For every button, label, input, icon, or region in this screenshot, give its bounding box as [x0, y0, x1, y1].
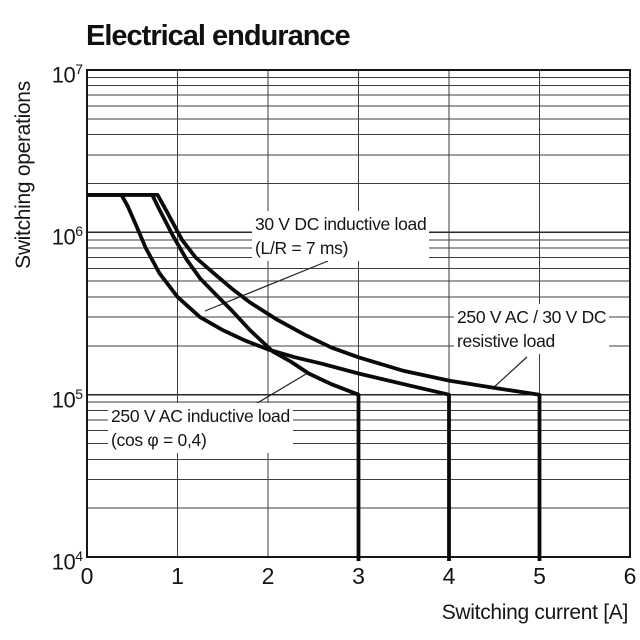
x-tick-2: 2 — [261, 563, 275, 589]
chart-title: Electrical endurance — [86, 20, 351, 52]
x-tick-5: 5 — [533, 563, 546, 589]
y-tick-1e4: 104 — [52, 543, 83, 575]
y-tick-base: 10 — [51, 224, 76, 250]
annotation-ac-inductive-load: 250 V AC inductive load (cos φ = 0,4) — [108, 403, 293, 453]
y-tick-base: 10 — [51, 62, 76, 88]
y-axis-label: Switching operations — [12, 81, 35, 269]
y-tick-1e7: 107 — [52, 56, 83, 88]
x-tick-4: 4 — [442, 563, 456, 589]
annotation-dc-inductive-load: 30 V DC inductive load (L/R = 7 ms) — [252, 211, 430, 261]
annotation-line: 250 V AC inductive load — [111, 406, 290, 426]
y-tick-exponent: 6 — [75, 223, 83, 240]
x-tick-1: 1 — [171, 563, 184, 589]
y-tick-exponent: 4 — [75, 548, 83, 564]
y-tick-1e5: 105 — [52, 381, 83, 413]
y-tick-base: 10 — [51, 386, 76, 412]
y-tick-base: 10 — [51, 549, 76, 575]
annotation-resistive-load: 250 V AC / 30 V DC resistive load — [454, 304, 610, 354]
annotation-line: 250 V AC / 30 V DC — [457, 307, 607, 327]
y-tick-1e6: 106 — [52, 218, 83, 250]
annotation-line: (cos φ = 0,4) — [111, 430, 207, 450]
annotation-line: 30 V DC inductive load — [255, 214, 427, 234]
x-tick-3: 3 — [352, 563, 365, 589]
annotation-line: resistive load — [457, 331, 555, 351]
x-tick-6: 6 — [623, 563, 637, 589]
annotation-line: (L/R = 7 ms) — [255, 238, 349, 258]
y-tick-exponent: 7 — [75, 61, 83, 77]
y-tick-exponent: 5 — [75, 385, 83, 402]
x-tick-0: 0 — [80, 563, 94, 589]
x-axis-label: Switching current [A] — [441, 601, 629, 624]
